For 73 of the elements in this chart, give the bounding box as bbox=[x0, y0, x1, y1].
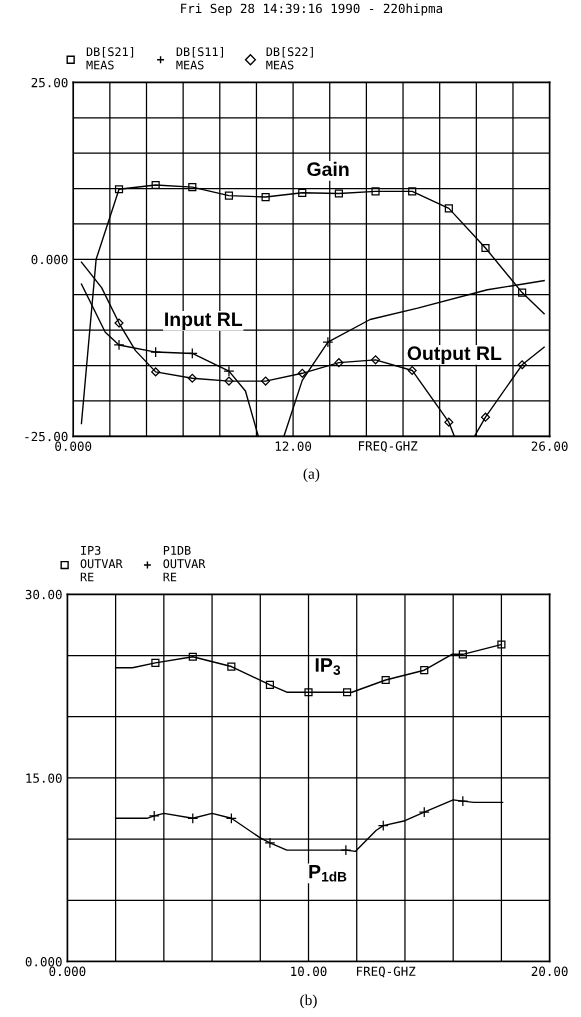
y-tick-label: 25.00 bbox=[31, 77, 68, 88]
y-tick-label: 30.00 bbox=[25, 589, 62, 600]
point bbox=[150, 346, 162, 358]
point bbox=[444, 417, 454, 427]
point bbox=[517, 360, 527, 370]
annotation: P$_{1dB}$ bbox=[309, 864, 347, 882]
annotation: Gain bbox=[307, 161, 349, 177]
point bbox=[113, 339, 125, 351]
point bbox=[298, 188, 307, 197]
point bbox=[370, 355, 381, 365]
point bbox=[223, 365, 235, 377]
point bbox=[334, 358, 344, 368]
x-tick-label: 20.00 bbox=[531, 966, 568, 977]
point bbox=[481, 243, 490, 253]
point bbox=[224, 191, 234, 200]
y-tick-label: -25.00 bbox=[25, 431, 68, 442]
point bbox=[377, 820, 389, 832]
legend-label: DB[S22] MEAS bbox=[266, 47, 313, 70]
point bbox=[457, 795, 469, 807]
point bbox=[407, 365, 417, 376]
x-tick-label: 26.00 bbox=[531, 441, 568, 451]
x-axis-title: FREQ-GHZ bbox=[358, 441, 418, 453]
point bbox=[458, 650, 467, 659]
point bbox=[418, 806, 430, 818]
point bbox=[188, 183, 197, 192]
legend-label: DB[S21] MEAS bbox=[86, 47, 134, 70]
text: (a) bbox=[303, 468, 320, 482]
point bbox=[340, 844, 352, 856]
point bbox=[261, 376, 271, 386]
x-tick-label: 12.00 bbox=[275, 441, 312, 451]
point bbox=[261, 192, 270, 202]
legend-label: IP3 OUTVAR RE bbox=[80, 545, 123, 582]
chart-title: Fri Sep 28 14:39:16 1990 - 220hipma bbox=[181, 3, 443, 16]
point bbox=[334, 189, 343, 198]
point bbox=[408, 187, 417, 196]
point bbox=[322, 336, 334, 348]
point bbox=[297, 368, 307, 378]
legend-label: DB[S11] MEAS bbox=[176, 47, 223, 70]
point bbox=[480, 412, 491, 422]
point bbox=[227, 662, 236, 671]
point bbox=[186, 347, 198, 359]
point bbox=[187, 812, 199, 824]
point bbox=[224, 376, 234, 386]
annotation: IP$_{3}$ bbox=[315, 658, 341, 675]
point bbox=[304, 688, 313, 697]
annotation: Input RL bbox=[165, 312, 243, 330]
point bbox=[151, 658, 160, 667]
annotation: Output RL bbox=[407, 346, 502, 364]
point bbox=[420, 666, 429, 675]
point bbox=[151, 367, 161, 377]
point bbox=[188, 652, 197, 661]
y-tick-label: 0.000 bbox=[31, 254, 68, 265]
point bbox=[371, 187, 380, 196]
x-tick-label: 10.00 bbox=[291, 966, 327, 977]
point bbox=[444, 204, 453, 213]
x-tick-label: 0.000 bbox=[49, 966, 86, 977]
x-tick-label: 0.000 bbox=[55, 441, 92, 451]
point bbox=[264, 837, 276, 849]
point bbox=[148, 810, 160, 822]
point bbox=[342, 688, 352, 697]
point bbox=[114, 185, 124, 194]
y-tick-label: 15.00 bbox=[26, 773, 62, 783]
point bbox=[114, 318, 124, 328]
point bbox=[187, 373, 197, 383]
legend-label: P1DB OUTVAR RE bbox=[163, 546, 206, 582]
y-tick-label: 0.000 bbox=[25, 956, 62, 967]
x-axis-title: FREQ-GHZ bbox=[356, 966, 416, 978]
text: (b) bbox=[300, 994, 317, 1009]
point bbox=[225, 812, 237, 824]
point bbox=[381, 675, 390, 685]
point bbox=[497, 640, 506, 649]
point bbox=[518, 288, 527, 297]
point bbox=[265, 680, 275, 689]
